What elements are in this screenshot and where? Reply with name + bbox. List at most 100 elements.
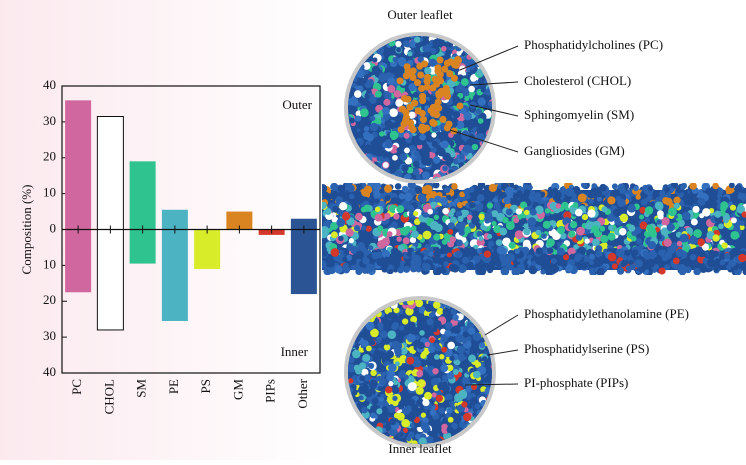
molecule — [474, 47, 480, 53]
molecule — [630, 264, 636, 270]
molecule — [489, 64, 496, 71]
molecule — [375, 207, 380, 212]
molecule — [361, 207, 367, 213]
molecule — [440, 364, 448, 372]
molecule — [413, 92, 419, 98]
molecule — [400, 227, 409, 236]
molecule — [364, 126, 370, 132]
y-tick-label: 10 — [43, 185, 56, 200]
molecule — [356, 33, 364, 41]
molecule — [353, 44, 361, 52]
molecule — [392, 396, 397, 401]
molecule — [563, 254, 569, 260]
molecule — [397, 77, 404, 84]
molecule — [478, 118, 484, 124]
molecule — [479, 172, 485, 178]
y-tick-label: 20 — [43, 149, 56, 164]
molecule — [431, 422, 440, 431]
molecule — [440, 246, 448, 254]
molecule — [416, 63, 423, 70]
molecule — [341, 49, 348, 56]
molecule — [440, 116, 447, 123]
molecule — [557, 260, 563, 266]
molecule — [354, 421, 359, 426]
molecule — [367, 301, 374, 308]
molecule — [383, 162, 389, 168]
molecule — [479, 342, 485, 348]
molecule — [457, 174, 465, 182]
molecule — [358, 306, 364, 312]
molecule — [547, 247, 554, 254]
molecule — [582, 214, 588, 220]
molecule — [384, 185, 392, 193]
molecule — [371, 30, 377, 36]
molecule — [492, 158, 497, 163]
molecule — [424, 392, 432, 400]
molecule — [479, 442, 486, 449]
molecule — [403, 374, 408, 379]
molecule — [366, 435, 374, 443]
molecule — [515, 249, 520, 254]
molecule — [432, 379, 437, 384]
molecule — [444, 187, 451, 194]
molecule — [497, 246, 506, 255]
molecule — [432, 368, 438, 374]
molecule — [393, 380, 398, 385]
molecule — [463, 434, 469, 440]
molecule — [449, 294, 456, 301]
molecule — [375, 198, 380, 203]
molecule — [419, 330, 425, 336]
molecule — [359, 395, 364, 400]
molecule — [565, 188, 574, 197]
molecule — [481, 152, 486, 157]
molecule — [433, 156, 441, 164]
molecule — [399, 106, 406, 113]
molecule — [475, 403, 481, 409]
molecule — [369, 37, 377, 45]
molecule — [416, 139, 422, 145]
molecule — [478, 236, 483, 241]
molecule — [395, 41, 401, 47]
molecule — [359, 123, 365, 129]
molecule — [485, 49, 491, 55]
molecule — [473, 434, 478, 439]
molecule — [453, 414, 461, 422]
molecule — [368, 363, 374, 369]
molecule — [407, 334, 416, 343]
bar — [194, 230, 220, 269]
molecule — [408, 399, 415, 406]
molecule — [346, 40, 354, 48]
molecule — [658, 250, 664, 256]
molecule — [343, 138, 352, 147]
molecule — [406, 357, 414, 365]
molecule — [344, 409, 353, 418]
molecule — [385, 386, 392, 393]
molecule — [447, 109, 454, 116]
molecule — [404, 96, 411, 103]
molecule — [356, 433, 361, 438]
molecule — [455, 87, 460, 92]
molecule — [443, 261, 448, 266]
molecule — [367, 41, 373, 47]
molecule — [375, 32, 380, 37]
molecule — [342, 431, 349, 438]
molecule — [358, 53, 364, 59]
membrane-slab — [318, 181, 746, 277]
panel-title: Inner leaflet — [388, 441, 452, 456]
molecule — [341, 175, 349, 183]
molecule — [481, 35, 489, 43]
molecule — [480, 31, 489, 40]
molecule — [350, 36, 355, 41]
molecule — [636, 195, 641, 200]
molecule — [468, 296, 473, 301]
molecule — [380, 330, 388, 338]
molecule — [339, 249, 344, 254]
molecule — [493, 413, 499, 419]
molecule — [382, 406, 388, 412]
molecule — [352, 350, 361, 359]
molecule — [729, 182, 735, 188]
series-label: Inner — [281, 344, 309, 359]
molecule — [343, 133, 348, 138]
molecule — [350, 98, 358, 106]
molecule — [502, 217, 509, 224]
